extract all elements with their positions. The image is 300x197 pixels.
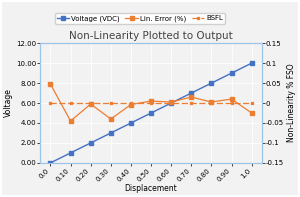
BSFL bbox=[49, 102, 52, 104]
Y-axis label: Voltage: Voltage bbox=[4, 89, 13, 117]
BSFL bbox=[149, 102, 153, 104]
Y-axis label: Non-Linearity % FSO: Non-Linearity % FSO bbox=[287, 64, 296, 142]
Voltage (VDC) bbox=[190, 92, 193, 94]
Legend: Voltage (VDC), Lin. Error (%), BSFL: Voltage (VDC), Lin. Error (%), BSFL bbox=[55, 13, 225, 24]
Voltage (VDC) bbox=[149, 112, 153, 114]
Lin. Error (%) bbox=[169, 101, 173, 103]
BSFL bbox=[109, 102, 112, 104]
Lin. Error (%) bbox=[230, 98, 233, 100]
Lin. Error (%) bbox=[109, 118, 112, 120]
Lin. Error (%) bbox=[149, 100, 153, 102]
Line: Voltage (VDC): Voltage (VDC) bbox=[49, 61, 253, 165]
Lin. Error (%) bbox=[129, 103, 133, 106]
BSFL bbox=[169, 102, 173, 104]
BSFL bbox=[250, 102, 253, 104]
Voltage (VDC) bbox=[210, 82, 213, 84]
Lin. Error (%) bbox=[190, 96, 193, 98]
Line: Lin. Error (%): Lin. Error (%) bbox=[49, 82, 253, 123]
Voltage (VDC) bbox=[109, 132, 112, 134]
Voltage (VDC) bbox=[89, 142, 92, 144]
Lin. Error (%) bbox=[210, 101, 213, 103]
Voltage (VDC) bbox=[129, 122, 133, 124]
Lin. Error (%) bbox=[69, 120, 72, 122]
Voltage (VDC) bbox=[250, 62, 253, 64]
Lin. Error (%) bbox=[89, 103, 92, 105]
BSFL bbox=[210, 102, 213, 104]
BSFL bbox=[129, 102, 133, 104]
Line: BSFL: BSFL bbox=[49, 102, 253, 104]
Voltage (VDC) bbox=[49, 162, 52, 164]
Voltage (VDC) bbox=[169, 102, 173, 104]
Title: Non-Linearity Plotted to Output: Non-Linearity Plotted to Output bbox=[69, 31, 233, 41]
X-axis label: Displacement: Displacement bbox=[125, 184, 177, 193]
BSFL bbox=[190, 102, 193, 104]
BSFL bbox=[89, 102, 92, 104]
Voltage (VDC) bbox=[69, 152, 72, 154]
Lin. Error (%) bbox=[250, 112, 253, 114]
BSFL bbox=[69, 102, 72, 104]
Voltage (VDC) bbox=[230, 72, 233, 74]
Lin. Error (%) bbox=[49, 83, 52, 85]
BSFL bbox=[230, 102, 233, 104]
